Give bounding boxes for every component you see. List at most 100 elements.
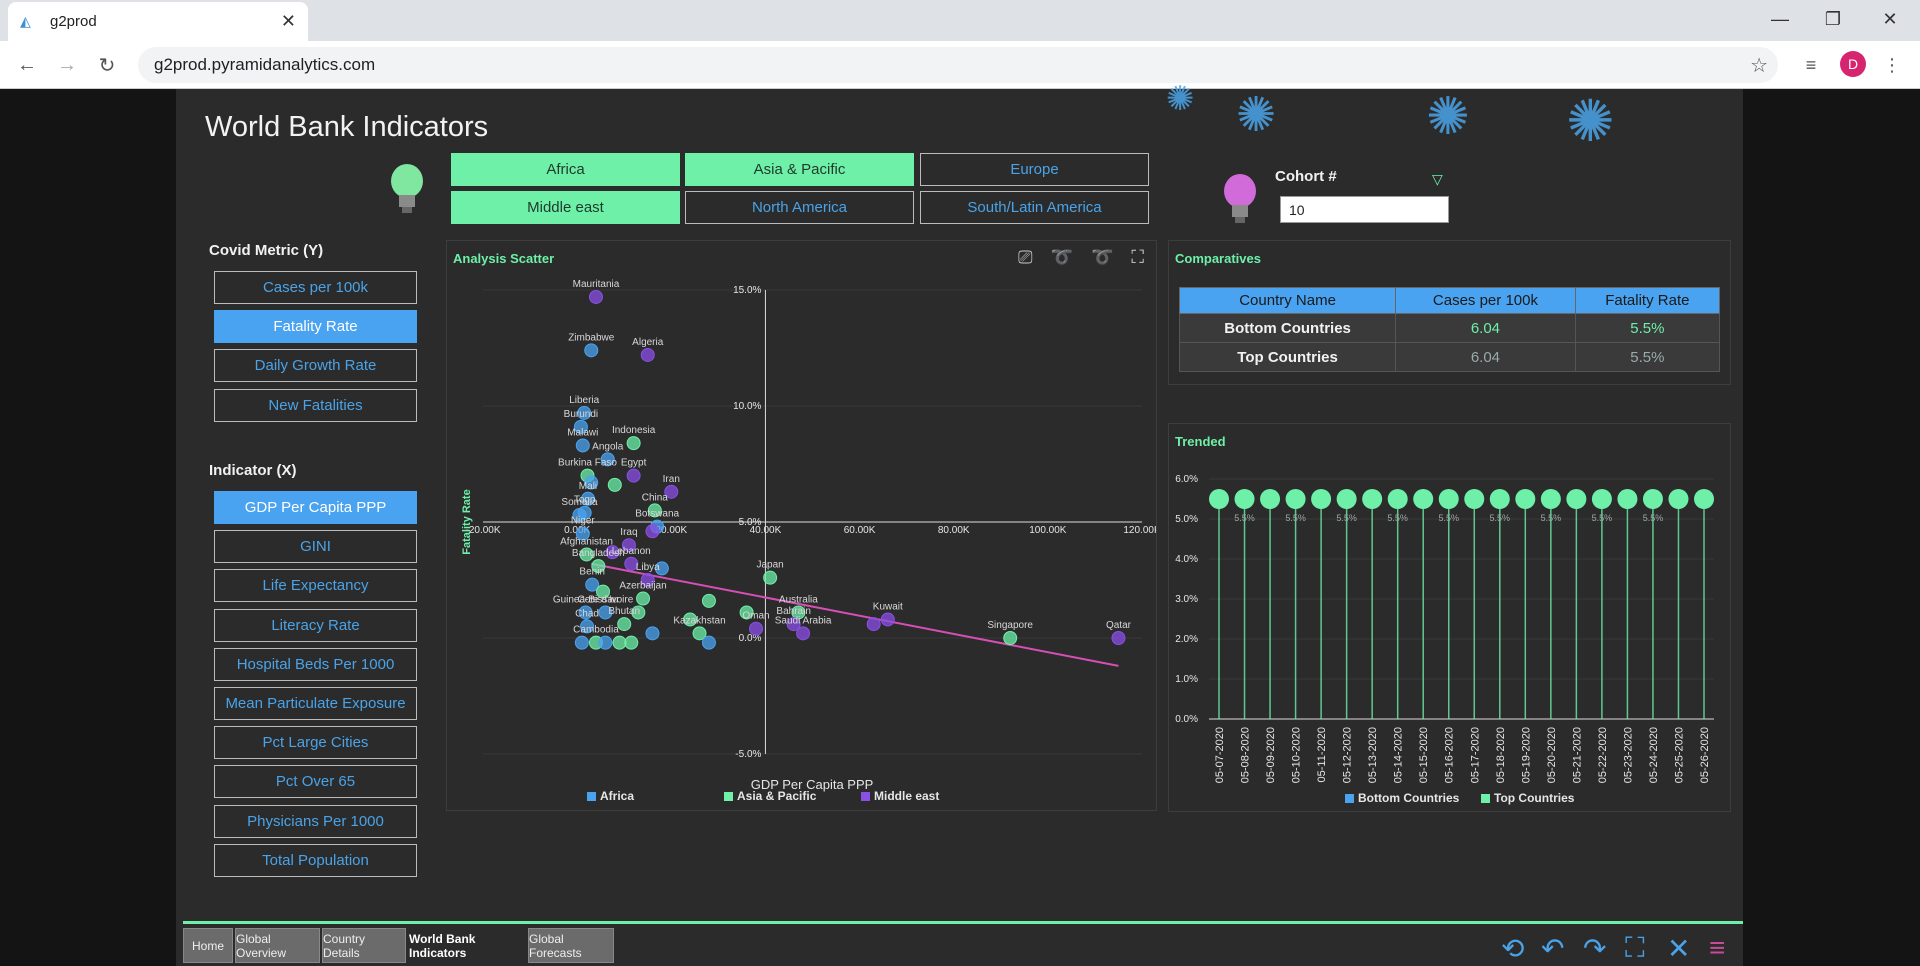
column-header[interactable]: Fatality Rate bbox=[1574, 287, 1721, 314]
close-tab-icon[interactable]: ✕ bbox=[280, 11, 296, 31]
x-tick-label: 05-14-2020 bbox=[1393, 727, 1405, 783]
scatter-legend-item[interactable]: Middle east bbox=[861, 789, 939, 803]
undo-icon[interactable]: ↶ bbox=[1541, 933, 1565, 964]
bookmark-star-icon[interactable]: ☆ bbox=[1750, 55, 1768, 77]
data-label: 5.5% bbox=[1541, 513, 1562, 523]
scatter-point bbox=[598, 635, 613, 650]
lollipop-point bbox=[1438, 489, 1459, 509]
scatter-legend-item[interactable]: Africa bbox=[587, 789, 634, 803]
indicator-button-life-expectancy[interactable]: Life Expectancy bbox=[214, 569, 417, 603]
x-tick-label: 05-11-2020 bbox=[1316, 727, 1328, 782]
metric-button-new-fatalities[interactable]: New Fatalities bbox=[214, 388, 417, 422]
trended-legend-item[interactable]: Top Countries bbox=[1481, 791, 1574, 805]
scatter-point bbox=[575, 438, 590, 453]
media-queue-icon[interactable]: ≡ bbox=[1805, 54, 1817, 75]
indicator-button-gdp-per-capita-ppp[interactable]: GDP Per Capita PPP bbox=[214, 491, 417, 524]
reload-icon[interactable]: ↻ bbox=[98, 54, 116, 77]
region-button-south-latin-america[interactable]: South/Latin America bbox=[920, 191, 1149, 224]
point-label: Malawi bbox=[567, 427, 598, 438]
trended-legend-item[interactable]: Bottom Countries bbox=[1345, 791, 1459, 805]
column-header[interactable]: Country Name bbox=[1178, 287, 1397, 314]
scatter-point bbox=[578, 605, 593, 620]
metric-button-cases-per-100k[interactable]: Cases per 100k bbox=[214, 271, 417, 304]
data-label: 5.5% bbox=[1592, 513, 1613, 523]
back-icon[interactable]: ← bbox=[17, 53, 37, 76]
close-icon[interactable]: ✕ bbox=[1667, 933, 1691, 964]
lasso-icon[interactable]: ➰ bbox=[1050, 247, 1073, 267]
legend-swatch bbox=[861, 791, 870, 801]
present-icon[interactable]: ⎚ bbox=[1018, 247, 1033, 267]
scatter-point bbox=[880, 612, 895, 627]
expand-icon[interactable]: ⛶ bbox=[1131, 247, 1144, 267]
metric-button-daily-growth-rate[interactable]: Daily Growth Rate bbox=[214, 349, 417, 383]
lollipop-point bbox=[1464, 489, 1485, 509]
lollipop-point bbox=[1387, 489, 1408, 509]
scatter-point bbox=[575, 526, 590, 541]
cohort-input[interactable] bbox=[1280, 196, 1449, 223]
indicator-button-total-population[interactable]: Total Population bbox=[214, 843, 417, 877]
scatter-point bbox=[654, 561, 669, 576]
data-label: 5.5% bbox=[1643, 513, 1664, 523]
scatter-point bbox=[573, 419, 588, 434]
point-label: Kazakhstan bbox=[673, 615, 725, 626]
minimize-window-icon[interactable]: — bbox=[1771, 8, 1789, 29]
lollipop-point bbox=[1591, 489, 1612, 509]
browser-menu-icon[interactable]: ⋮ bbox=[1883, 54, 1901, 75]
cohort-label: Cohort # bbox=[1275, 168, 1337, 185]
scatter-point bbox=[1111, 631, 1126, 645]
scatter-point bbox=[580, 619, 595, 634]
lollipop-point bbox=[1362, 489, 1383, 509]
indicator-button-gini[interactable]: GINI bbox=[214, 530, 417, 564]
column-header[interactable]: Cases per 100k bbox=[1395, 287, 1576, 314]
lightbulb-green-icon[interactable] bbox=[389, 163, 425, 215]
point-label: Bhutan bbox=[608, 606, 640, 617]
region-button-middle-east[interactable]: Middle east bbox=[451, 191, 680, 224]
region-button-africa[interactable]: Africa bbox=[451, 153, 680, 186]
tab-home[interactable]: Home bbox=[183, 928, 233, 963]
lightbulb-pink-icon[interactable] bbox=[1222, 173, 1258, 225]
tab-country-details[interactable]: Country Details bbox=[322, 928, 406, 963]
forward-icon[interactable]: → bbox=[57, 53, 77, 76]
lasso-select-icon[interactable]: ➰ bbox=[1090, 247, 1114, 267]
scatter-point bbox=[591, 559, 606, 574]
indicator-button-hospital-beds-per-1000[interactable]: Hospital Beds Per 1000 bbox=[214, 647, 417, 681]
browser-tab[interactable]: ◭ g2prod ✕ bbox=[8, 2, 308, 41]
point-label: Guinea-Bissau bbox=[553, 594, 619, 605]
profile-avatar[interactable]: D bbox=[1840, 51, 1866, 77]
region-button-asia-pacific[interactable]: Asia & Pacific bbox=[685, 153, 914, 186]
point-label: Iraq bbox=[620, 527, 637, 538]
indicator-button-mean-particulate-exposure[interactable]: Mean Particulate Exposure bbox=[214, 687, 417, 720]
y-tick-label: 1.0% bbox=[1175, 674, 1198, 685]
address-bar[interactable]: g2prod.pyramidanalytics.com ☆ bbox=[138, 47, 1778, 83]
point-label: Burkina Faso bbox=[558, 458, 617, 469]
tab-global-overview[interactable]: Global Overview bbox=[235, 928, 320, 963]
fullscreen-icon[interactable]: ⛶ bbox=[1625, 932, 1645, 963]
indicator-button-literacy-rate[interactable]: Literacy Rate bbox=[214, 608, 417, 642]
tab-world-bank-indicators[interactable]: World Bank Indicators bbox=[408, 928, 526, 963]
reset-icon[interactable]: ⟲ bbox=[1501, 933, 1525, 964]
x-tick-label: 05-20-2020 bbox=[1546, 727, 1558, 783]
comparatives-panel: Comparatives Country Name Cases per 100k F… bbox=[1168, 240, 1731, 385]
point-label: Oman bbox=[742, 611, 769, 622]
scatter-point bbox=[605, 545, 620, 560]
lollipop-point bbox=[1668, 489, 1689, 509]
scatter-point bbox=[577, 405, 592, 420]
filter-icon[interactable]: ▽ bbox=[1432, 171, 1443, 187]
y-axis-label: Fatality Rate bbox=[461, 489, 473, 554]
x-tick-label: 100.00K bbox=[1029, 525, 1067, 536]
menu-icon[interactable]: ≡ bbox=[1709, 932, 1726, 963]
region-button-europe[interactable]: Europe bbox=[920, 153, 1149, 186]
indicator-button-pct-over-65[interactable]: Pct Over 65 bbox=[214, 765, 417, 799]
trended-panel: Trended 6.0% 5.0% 4.0% 3.0% 2.0% 1.0% 0.0% 05-0… bbox=[1168, 423, 1731, 812]
redo-icon[interactable]: ↷ bbox=[1583, 933, 1607, 964]
scatter-legend-item[interactable]: Asia & Pacific bbox=[724, 789, 816, 803]
indicator-button-pct-large-cities[interactable]: Pct Large Cities bbox=[214, 726, 417, 760]
metric-button-fatality-rate[interactable]: Fatality Rate bbox=[214, 310, 417, 344]
y-tick-label: 0.0% bbox=[739, 633, 762, 644]
region-button-north-america[interactable]: North America bbox=[685, 191, 914, 224]
restore-window-icon[interactable]: ❐ bbox=[1824, 8, 1842, 29]
x-tick-label: 05-08-2020 bbox=[1240, 727, 1252, 783]
tab-global-forecasts[interactable]: Global Forecasts bbox=[528, 928, 614, 963]
indicator-button-physicians-per-1000[interactable]: Physicians Per 1000 bbox=[214, 804, 417, 838]
close-window-icon[interactable]: ✕ bbox=[1882, 8, 1898, 29]
